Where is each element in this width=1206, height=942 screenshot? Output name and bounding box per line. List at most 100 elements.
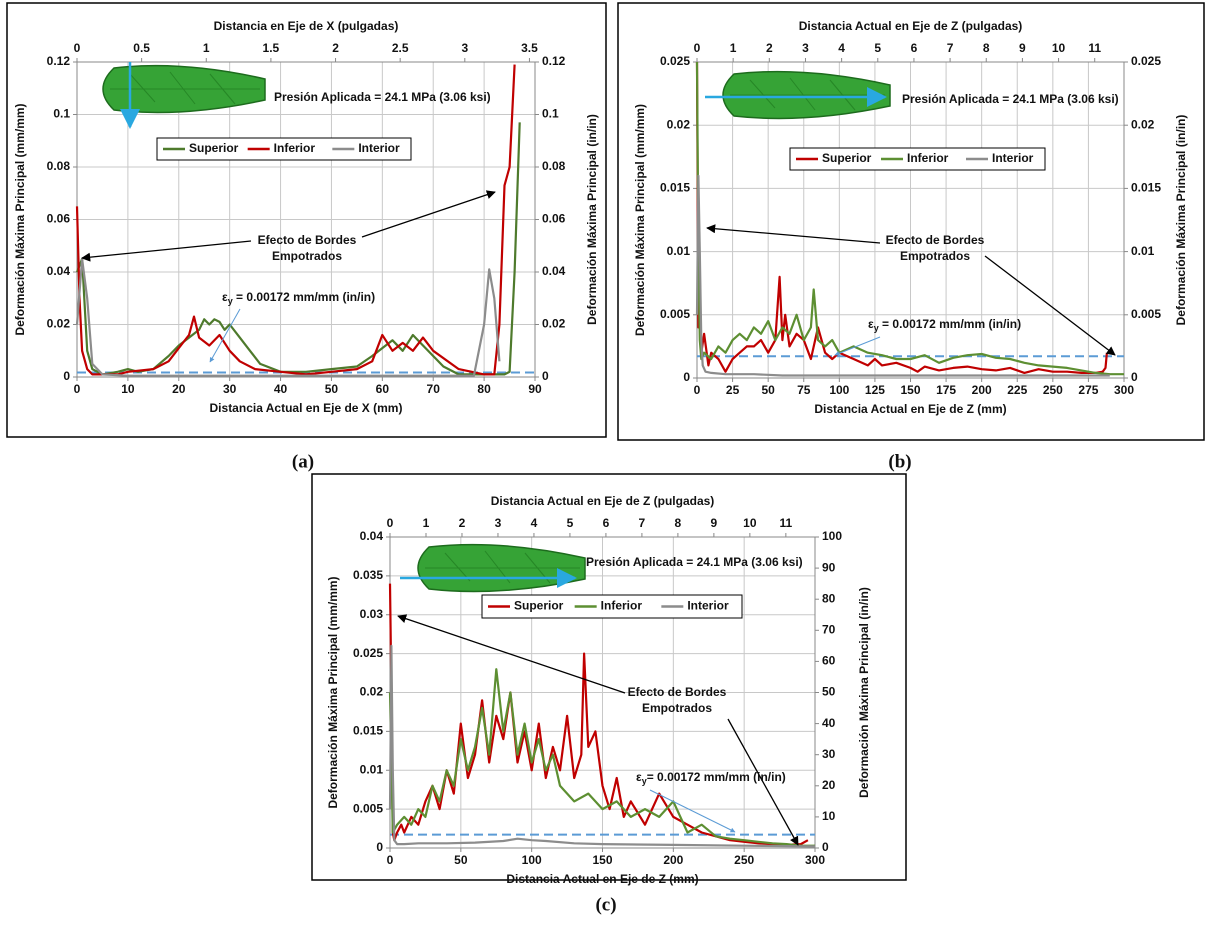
y2-tick-label: 0.12 <box>542 54 566 68</box>
series-line <box>695 61 1124 376</box>
x2-tick-label: 0 <box>694 41 701 55</box>
y-tick-label: 0.1 <box>53 107 70 121</box>
x2-tick-label: 0 <box>74 41 81 55</box>
x2-tick-label: 2 <box>332 41 339 55</box>
legend-label: Inferior <box>601 599 643 613</box>
y-tick-label: 0.015 <box>660 181 690 195</box>
chart-frame <box>311 473 907 881</box>
x2-tick-label: 10 <box>743 516 757 530</box>
yield-annotation: εy= 0.00172 mm/mm (in/in) <box>636 770 786 786</box>
x2-tick-label: 11 <box>780 516 793 530</box>
series-line <box>388 644 816 848</box>
y-tick-label: 0 <box>683 370 690 384</box>
panel-label: (b) <box>888 451 911 472</box>
y2-tick-label: 40 <box>822 716 836 730</box>
y-tick-label: 0.01 <box>360 762 384 776</box>
x2-tick-label: 9 <box>1019 41 1026 55</box>
x-tick-label: 100 <box>522 853 542 867</box>
x-tick-label: 250 <box>1043 383 1063 397</box>
annotation-arrow <box>727 718 799 846</box>
yield-symbol: ε <box>868 317 874 331</box>
chart: 0 25 50 75 100 125 150 175 200 225 250 275 30000.005… <box>617 2 1205 441</box>
y2-tick-label: 60 <box>822 654 836 668</box>
legend-label: Inferior <box>274 141 316 155</box>
y2-tick-label: 0.005 <box>1131 307 1161 321</box>
legend-box <box>156 137 412 161</box>
x-tick-label: 150 <box>592 853 612 867</box>
y2-tick-label: 0.025 <box>1131 54 1161 68</box>
y2-axis-label: Deformación Máxima Principal (in/in) <box>585 114 599 325</box>
x2-tick-label: 2 <box>766 41 773 55</box>
annotation-arrow <box>361 190 496 238</box>
annotation-arrow <box>649 789 736 833</box>
pressure-annotation: Presión Aplicada = 24.1 MPa (3.06 ksi) <box>274 90 491 104</box>
x2-tick-label: 7 <box>639 516 646 530</box>
x-tick-label: 60 <box>376 382 390 396</box>
edge-annotation: Empotrados <box>900 249 970 263</box>
annotation-arrow <box>984 255 1116 356</box>
y-tick-label: 0.06 <box>47 212 71 226</box>
x-tick-label: 80 <box>477 382 491 396</box>
x2-tick-label: 11 <box>1088 41 1101 55</box>
y2-axis-label: Deformación Máxima Principal (in/in) <box>857 587 871 798</box>
y2-tick-label: 100 <box>822 529 842 543</box>
x2-tick-label: 3.5 <box>521 41 538 55</box>
x2-tick-label: 0 <box>387 516 394 530</box>
chart: 0 10 20 30 40 50 60 70 80 9000.020.040.060.080.10… <box>6 2 607 438</box>
x-tick-label: 75 <box>797 383 811 397</box>
annotation-arrow <box>81 240 252 262</box>
y-tick-label: 0.04 <box>360 529 384 543</box>
series-line <box>695 174 1110 377</box>
y2-tick-label: 0 <box>542 369 549 383</box>
yield-subscript: y <box>874 323 879 333</box>
x2-axis-label: Distancia en Eje de X (pulgadas) <box>214 19 399 33</box>
y2-tick-label: 50 <box>822 685 836 699</box>
x-tick-label: 200 <box>663 853 683 867</box>
x-tick-label: 0 <box>387 853 394 867</box>
legend-box <box>789 147 1046 171</box>
y-tick-label: 0.04 <box>47 264 71 278</box>
y-axis-label: Deformación Máxima Principal (mm/mm) <box>633 104 647 336</box>
x2-tick-label: 1 <box>423 516 430 530</box>
y-tick-label: 0.01 <box>667 244 691 258</box>
specimen-texture <box>730 77 885 111</box>
y-tick-label: 0.005 <box>660 307 690 321</box>
y-tick-label: 0.12 <box>47 54 71 68</box>
x2-tick-label: 9 <box>711 516 718 530</box>
y-tick-label: 0.02 <box>360 685 384 699</box>
y2-tick-label: 0.08 <box>542 159 566 173</box>
legend-label: Interior <box>992 151 1034 165</box>
specimen-texture <box>110 71 260 105</box>
legend-label: Superior <box>514 599 564 613</box>
y-tick-label: 0 <box>63 369 70 383</box>
x-tick-label: 50 <box>454 853 468 867</box>
yield-text: = 0.00172 mm/mm (in/in) <box>879 317 1021 331</box>
x2-tick-label: 3 <box>495 516 502 530</box>
edge-annotation: Efecto de Bordes <box>258 233 357 247</box>
x-tick-label: 175 <box>936 383 956 397</box>
x-tick-label: 200 <box>972 383 992 397</box>
y2-tick-label: 0.1 <box>542 107 559 121</box>
x2-tick-label: 5 <box>567 516 574 530</box>
y2-tick-label: 80 <box>822 591 836 605</box>
x-tick-label: 10 <box>121 382 135 396</box>
y-tick-label: 0.005 <box>353 801 383 815</box>
yield-annotation: εy = 0.00172 mm/mm (in/in) <box>868 317 1021 333</box>
x-axis-label: Distancia Actual en Eje de Z (mm) <box>506 872 698 886</box>
y-tick-label: 0.035 <box>353 568 383 582</box>
annotation-arrow <box>209 308 241 363</box>
x-tick-label: 90 <box>528 382 542 396</box>
x2-tick-label: 4 <box>531 516 538 530</box>
annotation-arrow <box>834 336 881 356</box>
y-tick-label: 0 <box>376 840 383 854</box>
yield-subscript: y <box>642 776 647 786</box>
x2-tick-label: 4 <box>838 41 845 55</box>
y2-tick-label: 20 <box>822 778 836 792</box>
x-tick-label: 50 <box>761 383 775 397</box>
y-axis-label: Deformación Máxima Principal (mm/mm) <box>326 576 340 808</box>
annotation-arrow <box>397 614 626 694</box>
x2-tick-label: 10 <box>1052 41 1066 55</box>
x-tick-label: 125 <box>865 383 885 397</box>
chart: 0 50 100 150 200 250 30000.0050.010.0150.020.0… <box>311 473 907 886</box>
yield-text: = 0.00172 mm/mm (in/in) <box>233 290 375 304</box>
